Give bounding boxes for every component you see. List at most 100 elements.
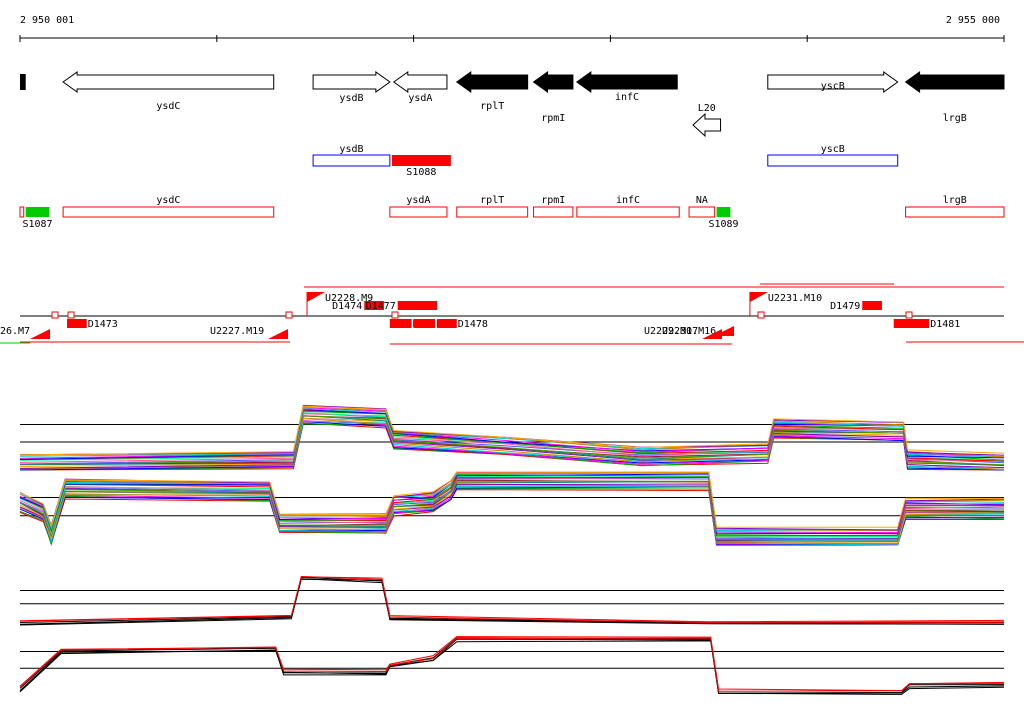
gene-arrow xyxy=(532,71,574,93)
expression-line xyxy=(19,576,1005,624)
segment-green xyxy=(716,207,731,217)
feature-block xyxy=(389,319,412,328)
expression-track-3 xyxy=(19,575,1005,626)
segment-outline xyxy=(576,206,680,218)
gene-arrow xyxy=(392,71,448,93)
expression-line xyxy=(19,405,1005,456)
feature-label: U2231.M10 xyxy=(768,293,822,304)
expression-line xyxy=(19,480,1005,541)
gene-label: rplT xyxy=(480,101,504,112)
expression-line xyxy=(19,638,1005,694)
gene-arrow xyxy=(767,71,899,93)
feature-box xyxy=(757,311,765,319)
segment-label: rpmI xyxy=(541,195,565,206)
segment-label: S1088 xyxy=(406,167,436,178)
feature-block xyxy=(437,319,457,328)
segment-outline xyxy=(62,206,275,218)
feature-block xyxy=(67,319,87,328)
feature-box xyxy=(51,311,59,319)
feature-box xyxy=(391,311,399,319)
segment-label: lrgB xyxy=(943,195,967,206)
segment-label: NA xyxy=(696,195,708,206)
feature-flag xyxy=(30,329,50,339)
expression-tracks xyxy=(19,404,1005,695)
feature-label: U2229.M17 xyxy=(644,326,698,337)
gene-label: ysdB xyxy=(339,93,363,104)
segment-outline xyxy=(688,206,716,218)
gene-arrow xyxy=(455,71,529,93)
expression-line xyxy=(19,576,1005,623)
gene-label: ysdC xyxy=(156,101,180,112)
gene-arrow xyxy=(312,71,391,93)
segment-green xyxy=(25,207,50,217)
segment-label: infC xyxy=(616,195,640,206)
feature-block xyxy=(893,319,930,328)
gene-label: ysdA xyxy=(408,93,432,104)
feature-block xyxy=(364,301,384,310)
feature-flag xyxy=(749,292,768,302)
feature-box xyxy=(285,311,293,319)
segment-label: yscB xyxy=(821,144,845,155)
expression-line xyxy=(19,636,1005,692)
feature-label: D1474 xyxy=(332,301,362,312)
feature-label: 26.M7 xyxy=(0,326,30,337)
segment-label: ysdA xyxy=(406,195,430,206)
feature-label: D1478 xyxy=(458,319,488,330)
gene-arrow xyxy=(62,71,275,93)
segment-label: S1087 xyxy=(22,219,52,230)
gene-label: L20 xyxy=(698,103,716,114)
gene-arrow xyxy=(692,112,722,138)
segment-outline xyxy=(905,206,1005,218)
segment-label: S1089 xyxy=(708,219,738,230)
segment-filled xyxy=(391,155,451,166)
gene-arrow xyxy=(904,71,1005,93)
expression-line xyxy=(19,475,1005,538)
gene-annotation-track: ysdC ysdB ysdA rplT rpmI infC L20 yscB lrgB xyxy=(20,71,1005,138)
expression-track-1 xyxy=(19,404,1005,471)
segment-label: rplT xyxy=(480,195,504,206)
gene-label: yscB xyxy=(821,81,845,92)
expression-line xyxy=(19,637,1005,694)
segment-outline xyxy=(389,206,448,218)
segment-outline xyxy=(767,154,899,167)
segment-label: ysdC xyxy=(156,195,180,206)
predicted-segments-track: ysdB S1088 yscB xyxy=(312,144,899,178)
feature-flag xyxy=(268,329,288,339)
coordinate-ruler: 2 950 001 2 955 000 xyxy=(19,15,1005,42)
expression-track-4 xyxy=(19,636,1005,695)
expression-line xyxy=(19,471,1005,528)
feature-block xyxy=(413,319,436,328)
transcribed-segments-track: S1087 ysdC ysdA rplT rpmI infC NA S1089 lrgB xyxy=(19,195,1005,230)
feature-flag xyxy=(307,292,326,302)
expression-line xyxy=(19,637,1005,692)
segment-label: ysdB xyxy=(339,144,363,155)
feature-block xyxy=(862,301,882,310)
feature-label: U2227.M19 xyxy=(210,326,264,337)
feature-block xyxy=(397,301,438,310)
expression-track-2 xyxy=(19,471,1005,547)
gene-label: rpmI xyxy=(541,113,565,124)
gene-label: lrgB xyxy=(943,113,967,124)
gene-arrow xyxy=(20,74,26,90)
segment-outline xyxy=(19,206,25,218)
feature-label: D1479 xyxy=(830,301,860,312)
coordinate-end-label: 2 955 000 xyxy=(946,15,1000,26)
feature-flag xyxy=(702,329,722,339)
expression-line xyxy=(19,575,1005,624)
segment-outline xyxy=(456,206,529,218)
feature-box xyxy=(905,311,913,319)
feature-label: D1481 xyxy=(930,319,960,330)
feature-label: D1473 xyxy=(88,319,118,330)
gene-label: infC xyxy=(615,92,639,103)
segment-outline xyxy=(312,154,391,167)
gene-arrow xyxy=(575,71,678,93)
feature-track: U2228.M9 U2231.M10 D1474 D1477 D1479 D1473 D14… xyxy=(0,283,1024,345)
feature-label: U2228.M9 xyxy=(325,293,373,304)
feature-label: U2230.M16 xyxy=(662,326,716,337)
feature-flag xyxy=(714,326,734,336)
coordinate-start-label: 2 950 001 xyxy=(20,15,74,26)
feature-box xyxy=(67,311,75,319)
feature-label: D1477 xyxy=(366,301,396,312)
segment-outline xyxy=(533,206,574,218)
